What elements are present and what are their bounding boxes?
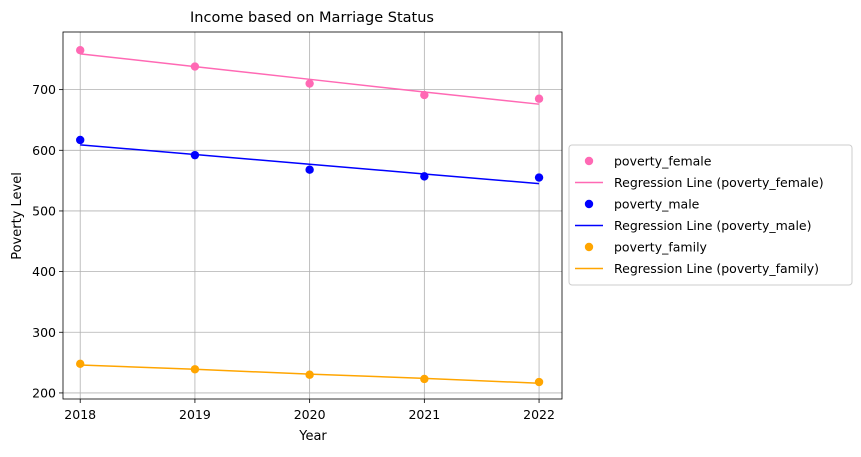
scatter-point-poverty-family — [190, 365, 200, 374]
scatter-point-poverty-family — [305, 370, 314, 379]
y-tick-label: 700 — [32, 82, 56, 97]
scatter-point-poverty-male — [190, 150, 200, 160]
chart-title: Income based on Marriage Status — [190, 10, 434, 26]
y-tick-label: 400 — [32, 264, 56, 279]
legend-box — [568, 144, 853, 286]
legend-marker-poverty-female — [584, 156, 594, 166]
scatter-point-poverty-female — [534, 94, 544, 103]
x-tick-label: 2021 — [408, 407, 440, 422]
scatter-point-poverty-female — [305, 79, 314, 88]
scatter-point-poverty-family — [534, 377, 544, 387]
legend-label-poverty-female: poverty_female — [614, 154, 712, 169]
regression-line-poverty-male — [80, 144, 540, 185]
y-tick-label: 200 — [32, 385, 56, 400]
regression-line-poverty-female — [80, 53, 540, 105]
legend-label-poverty-family: poverty_family — [614, 240, 708, 255]
y-tick-label: 300 — [32, 325, 56, 340]
scatter-point-poverty-female — [76, 45, 85, 55]
scatter-point-poverty-family — [76, 359, 85, 369]
x-tick-label: 2019 — [179, 407, 211, 422]
scatter-point-poverty-female — [190, 62, 200, 71]
plot-frame — [62, 31, 563, 400]
y-tick-label: 500 — [32, 203, 56, 218]
scatter-point-poverty-family — [420, 374, 429, 384]
axis-ticks: 2018 2019 2020 2021 2022 200 300 400 500 600 700 — [32, 82, 555, 422]
scatter-point-poverty-male — [420, 172, 429, 181]
scatter-point-poverty-female — [420, 90, 429, 100]
plot-series — [76, 45, 544, 387]
legend-marker-poverty-male — [584, 199, 594, 209]
y-axis-label: Poverty Level — [10, 172, 25, 260]
scatter-point-poverty-male — [76, 135, 85, 145]
scatter-point-poverty-male — [534, 173, 544, 182]
x-tick-label: 2018 — [64, 407, 96, 422]
legend-label-regression-poverty-family: Regression Line (poverty_family) — [614, 261, 819, 276]
grid-lines — [63, 32, 562, 399]
scatter-point-poverty-male — [305, 165, 314, 174]
legend-label-poverty-male: poverty_male — [614, 197, 700, 212]
y-tick-label: 600 — [32, 143, 56, 158]
legend-marker-poverty-family — [584, 242, 594, 252]
x-axis-label: Year — [298, 429, 327, 444]
x-tick-label: 2022 — [523, 407, 555, 422]
legend: poverty_female Regression Line (poverty_f… — [568, 144, 853, 286]
legend-label-regression-poverty-male: Regression Line (poverty_male) — [614, 218, 811, 233]
x-tick-label: 2020 — [294, 407, 326, 422]
legend-label-regression-poverty-female: Regression Line (poverty_female) — [614, 175, 824, 190]
